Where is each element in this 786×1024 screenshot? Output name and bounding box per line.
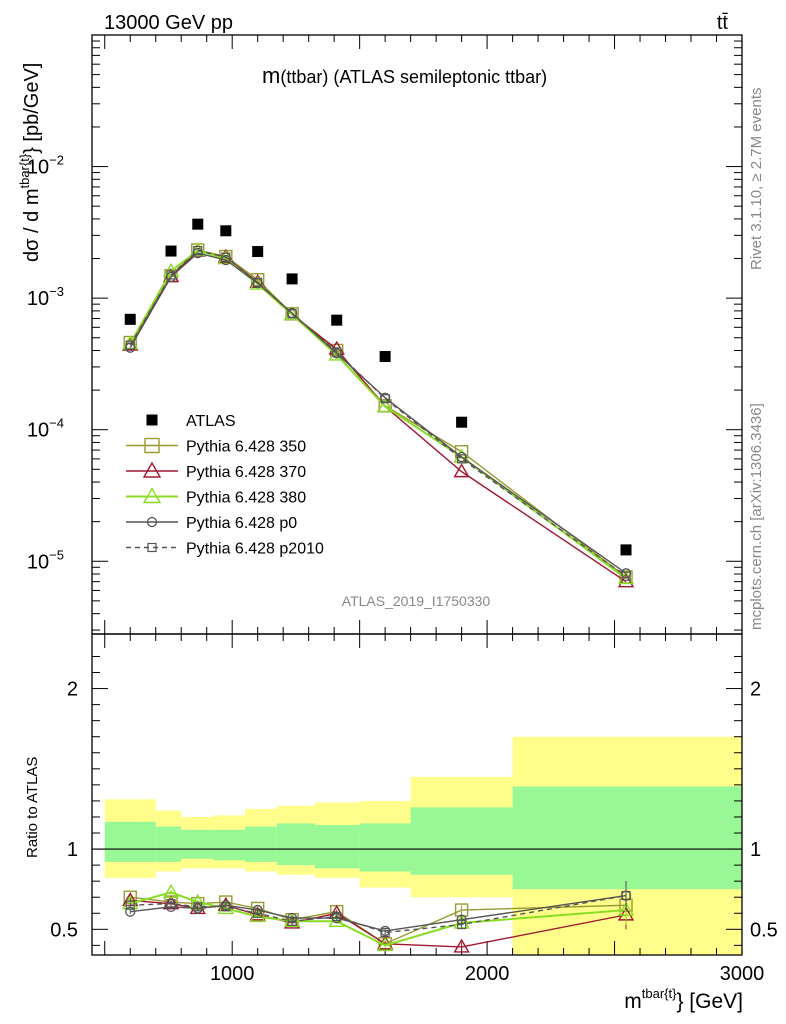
atlas-point [124,313,136,325]
y-tick-label: 10−4 [27,416,64,442]
plot-title: m(ttbar) (ATLAS semileptonic ttbar) [262,63,547,88]
legend-marker [142,461,162,478]
ratio-line-2 [129,891,627,947]
ratio-y-tick-label: 2 [67,679,78,701]
data-point [166,270,176,280]
data-point [376,398,394,413]
ratio-point [617,901,635,916]
ratio-point [376,936,394,952]
legend-label: Pythia 6.428 350 [186,439,306,456]
ratio-point [125,900,135,910]
ratio-point [193,902,203,912]
x-axis-label: mtbar{t}} [GeV] [624,986,743,1013]
uncertainty-band-inner [410,807,513,875]
y-tick-label: 10−3 [27,284,64,310]
ratio-panel-frame [91,633,743,956]
legend-label: ATLAS [186,413,236,430]
data-point [621,571,631,581]
ratio-point [287,916,297,926]
x-tick-label: 2000 [465,963,510,985]
data-point [253,277,263,287]
data-points [122,218,635,953]
atlas-point [331,314,343,326]
legend: ATLAS Pythia 6.428 350 Pythia 6.428 370 Pyt… [126,413,324,558]
atlas-point [286,273,298,285]
ratio-y-tick-label: 1 [67,839,78,861]
uncertainty-band-inner [213,829,245,861]
data-point [332,347,342,357]
data-point [457,454,467,464]
legend-label: Pythia 6.428 p0 [186,515,297,532]
axes: 1000 2000 3000 10−5 10−4 10−3 10−2 0.5 0.5 1 1 2 2 [27,34,778,985]
atlas-point [620,544,632,556]
atlas-point [220,225,232,237]
header-right: tt̄ [717,12,729,34]
data-point [193,245,203,256]
legend-marker [144,437,160,454]
y-tick-label: 10−5 [27,547,64,573]
uncertainty-band-inner [359,823,411,872]
legend-marker [146,516,158,528]
ratio-y-tick-label-right: 1 [750,839,761,861]
uncertainty-band-inner [181,829,214,859]
ratio-y-axis-label: Ratio to ATLAS [24,757,41,858]
legend-marker [146,414,158,426]
legend-label: Pythia 6.428 380 [186,490,306,507]
legend-marker [142,487,162,504]
ratio-y-tick-label-right: 2 [750,679,761,701]
uncertainty-band-inner [512,786,742,890]
uncertainty-band-inner [244,826,277,862]
ratio-point [457,919,467,930]
ratio-point [221,902,231,912]
uncertainty-band-inner [104,821,156,862]
legend-label: Pythia 6.428 p2010 [186,541,324,558]
series-line-2 [129,249,627,580]
ratio-point [621,891,631,901]
y-tick-label: 10−2 [27,153,64,179]
series-line-4 [129,249,627,577]
atlas-point [192,218,204,230]
atlas-point [252,246,264,258]
analysis-label: ATLAS_2019_I1750330 [342,593,491,609]
ratio-point [453,938,470,953]
data-point [125,340,135,350]
rivet-version-label: Rivet 3.1.10, ≥ 2.7M events [748,88,765,271]
x-tick-label: 3000 [720,963,765,985]
ratio-point [253,908,263,918]
x-tick-label: 1000 [210,963,255,985]
uncertainty-band-inner [276,823,316,866]
ratio-point [162,884,180,899]
ratio-point [166,899,176,909]
data-point [287,309,297,319]
ratio-line-3 [130,894,627,932]
atlas-point [379,351,391,363]
header-left: 13000 GeV pp [104,12,233,34]
uncertainty-band-inner [155,826,182,862]
ratio-point [380,927,390,938]
data-point [221,252,231,262]
legend-marker [147,542,157,553]
atlas-point [456,416,468,428]
mcplots-label: mcplots.cern.ch [arXiv:1306.3436] [748,403,765,630]
data-point [380,394,390,404]
atlas-point [165,245,177,257]
ratio-bands [104,736,742,955]
ratio-y-tick-label: 0.5 [50,919,78,941]
ratio-y-tick-label-right: 0.5 [750,919,778,941]
data-point [453,463,470,478]
main-y-axis-label: dσ / d mtbar{t}} [pb/GeV] [17,63,43,262]
uncertainty-band-inner [315,824,360,869]
ratio-line-4 [130,894,627,934]
ratio-point [332,911,342,922]
legend-label: Pythia 6.428 370 [186,464,306,481]
